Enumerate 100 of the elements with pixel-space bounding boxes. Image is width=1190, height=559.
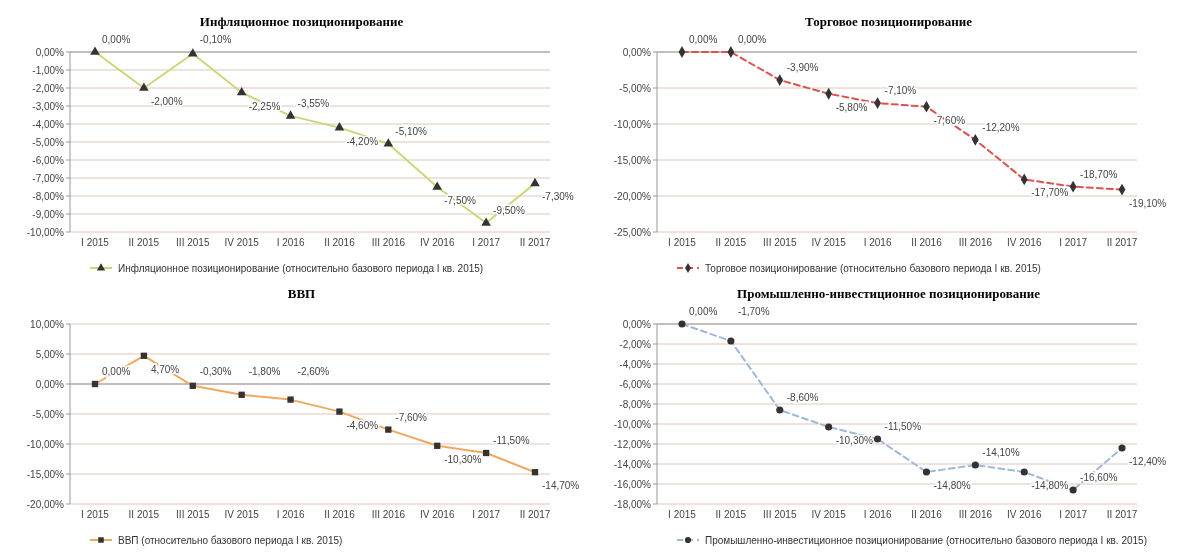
data-label: -2,60%	[297, 366, 330, 377]
y-tick-label: 0,00%	[35, 46, 65, 58]
y-tick-label: -8,00%	[32, 190, 65, 202]
data-label: -14,80%	[1031, 480, 1069, 491]
x-tick-label: I 2016	[863, 237, 892, 248]
data-label: -7,30%	[542, 191, 574, 203]
data-label: -4,20%	[346, 135, 379, 147]
y-tick-label: -4,00%	[32, 118, 65, 130]
y-tick-label: -3,00%	[32, 100, 65, 112]
x-tick-label: I 2017	[1059, 237, 1088, 248]
y-tick-label: -20,00%	[613, 190, 652, 202]
x-tick-label: IV 2015	[811, 237, 847, 248]
y-tick-label: -6,00%	[619, 378, 652, 390]
data-label: -3,90%	[786, 62, 819, 74]
y-tick-label: -15,00%	[26, 468, 65, 480]
data-label: -0,30%	[199, 366, 232, 377]
y-tick-label: -5,00%	[619, 82, 652, 94]
data-label: -12,40%	[1129, 456, 1167, 467]
y-tick-label: -8,00%	[619, 398, 652, 410]
y-tick-label: 0,00%	[622, 46, 652, 58]
y-tick-label: -9,00%	[32, 208, 65, 220]
x-tick-label: I 2017	[472, 509, 501, 520]
x-tick-label: II 2016	[324, 237, 356, 248]
data-label: -11,50%	[493, 435, 530, 446]
x-tick-label: I 2015	[668, 509, 697, 520]
x-tick-label: III 2016	[958, 509, 993, 520]
data-label: -2,25%	[248, 100, 281, 112]
data-label: 0,00%	[102, 34, 131, 45]
y-tick-label: -16,00%	[613, 478, 652, 490]
x-tick-label: III 2015	[763, 509, 797, 520]
x-tick-label: III 2015	[763, 237, 797, 248]
y-tick-label: -10,00%	[26, 438, 65, 450]
y-tick-label: -18,00%	[613, 498, 652, 510]
y-tick-label: 5,00%	[35, 348, 65, 360]
data-label: -0,10%	[199, 34, 232, 45]
y-tick-label: -1,00%	[32, 64, 65, 76]
x-tick-label: II 2015	[128, 509, 160, 520]
x-tick-label: IV 2015	[811, 509, 847, 520]
data-label: -7,10%	[884, 85, 917, 97]
x-tick-label: II 2015	[715, 509, 747, 520]
chart-title: Промышленно-инвестиционное позиционирование	[737, 286, 1041, 301]
y-tick-label: 0,00%	[622, 318, 652, 330]
chart-title: Инфляционное позиционирование	[199, 14, 404, 29]
data-label: -7,60%	[395, 411, 428, 423]
chart-title: ВВП	[287, 286, 316, 301]
data-label: -8,60%	[786, 392, 819, 403]
data-label: -19,10%	[1129, 197, 1167, 209]
x-tick-label: II 2017	[1106, 509, 1138, 520]
y-tick-label: -10,00%	[26, 226, 65, 238]
x-tick-label: IV 2016	[419, 237, 455, 248]
y-tick-label: -15,00%	[613, 154, 652, 166]
data-label: -3,55%	[297, 97, 330, 109]
y-tick-label: -10,00%	[613, 418, 652, 430]
data-label: -5,80%	[835, 101, 868, 113]
x-tick-label: I 2016	[863, 509, 892, 520]
data-label: -7,60%	[933, 114, 966, 126]
data-label: -17,70%	[1031, 187, 1069, 199]
y-tick-label: -5,00%	[32, 408, 65, 420]
data-label: -5,10%	[395, 125, 428, 137]
legend-label: Промышленно-инвестиционное позиционирование (относительно базового периода I кв. 2015)	[705, 534, 1147, 546]
x-tick-label: I 2015	[81, 509, 110, 520]
y-tick-label: -5,00%	[32, 136, 65, 148]
x-tick-label: I 2015	[81, 237, 110, 248]
x-tick-label: I 2015	[668, 237, 697, 248]
legend-label: Торговое позиционирование (относительно базового периода I кв. 2015)	[705, 262, 1041, 274]
y-tick-label: -25,00%	[613, 226, 652, 238]
legend-label: ВВП (относительно базового периода I кв. 2015)	[118, 534, 343, 546]
data-label: -12,20%	[982, 121, 1020, 133]
data-label: -10,30%	[835, 435, 874, 446]
y-tick-label: -2,00%	[32, 82, 65, 94]
y-tick-label: -2,00%	[619, 338, 652, 350]
y-tick-label: 0,00%	[35, 378, 65, 390]
x-tick-label: II 2016	[324, 509, 356, 520]
y-tick-label: -6,00%	[32, 154, 65, 166]
x-tick-label: II 2016	[911, 509, 943, 520]
y-tick-label: -10,00%	[613, 118, 652, 130]
data-label: -2,00%	[150, 96, 183, 107]
data-label: -1,80%	[248, 366, 281, 377]
x-tick-label: IV 2015	[224, 509, 260, 520]
data-label: 0,00%	[689, 306, 718, 317]
x-tick-label: II 2015	[128, 237, 160, 248]
y-tick-label: -14,00%	[613, 458, 652, 470]
x-tick-label: I 2017	[472, 237, 501, 248]
y-tick-label: 10,00%	[30, 318, 65, 330]
x-tick-label: III 2016	[371, 237, 406, 248]
y-tick-label: -4,00%	[619, 358, 652, 370]
data-label: -18,70%	[1080, 168, 1118, 180]
data-label: -16,60%	[1080, 472, 1118, 483]
x-tick-label: III 2016	[958, 237, 993, 248]
x-tick-label: IV 2016	[419, 509, 455, 520]
chart-title: Торговое позиционирование	[805, 14, 973, 29]
data-label: -14,80%	[933, 480, 971, 491]
y-tick-label: -12,00%	[613, 438, 652, 450]
data-label: -11,50%	[884, 421, 922, 432]
x-tick-label: II 2017	[1106, 237, 1138, 248]
data-label: -10,30%	[444, 453, 482, 465]
x-tick-label: II 2016	[911, 237, 943, 248]
data-label: -1,70%	[737, 306, 770, 317]
x-tick-label: I 2017	[1059, 509, 1088, 520]
x-tick-label: I 2016	[276, 509, 305, 520]
